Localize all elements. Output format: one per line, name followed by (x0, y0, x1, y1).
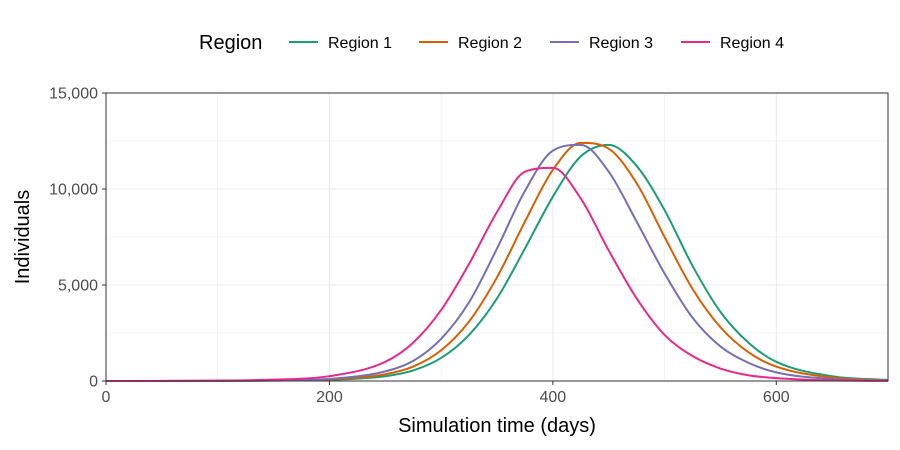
x-tick-label: 600 (763, 389, 790, 406)
y-tick-label: 10,000 (49, 182, 98, 199)
plot-border (105, 92, 889, 382)
legend-label-region-2: Region 2 (458, 35, 522, 52)
x-axis-title: Simulation time (days) (398, 415, 596, 437)
legend-label-region-1: Region 1 (328, 35, 392, 52)
y-axis: 0 5,000 10,000 15,000 (49, 86, 106, 391)
y-axis-title: Individuals (12, 190, 34, 285)
x-axis: 0 200 400 600 (102, 381, 790, 406)
series-layer (105, 141, 889, 382)
y-tick-label: 0 (89, 374, 98, 391)
legend-label-region-4: Region 4 (720, 35, 784, 52)
legend-title: Region (199, 32, 262, 54)
y-tick-label: 5,000 (58, 278, 98, 295)
y-tick-label: 15,000 (49, 86, 98, 103)
legend-label-region-3: Region 3 (589, 35, 653, 52)
x-tick-label: 400 (540, 389, 567, 406)
series-line-region-4 (105, 166, 889, 382)
legend: Region Region 1 Region 2 Region 3 Region 4 (199, 32, 784, 54)
x-tick-label: 0 (102, 389, 111, 406)
x-tick-label: 200 (316, 389, 343, 406)
